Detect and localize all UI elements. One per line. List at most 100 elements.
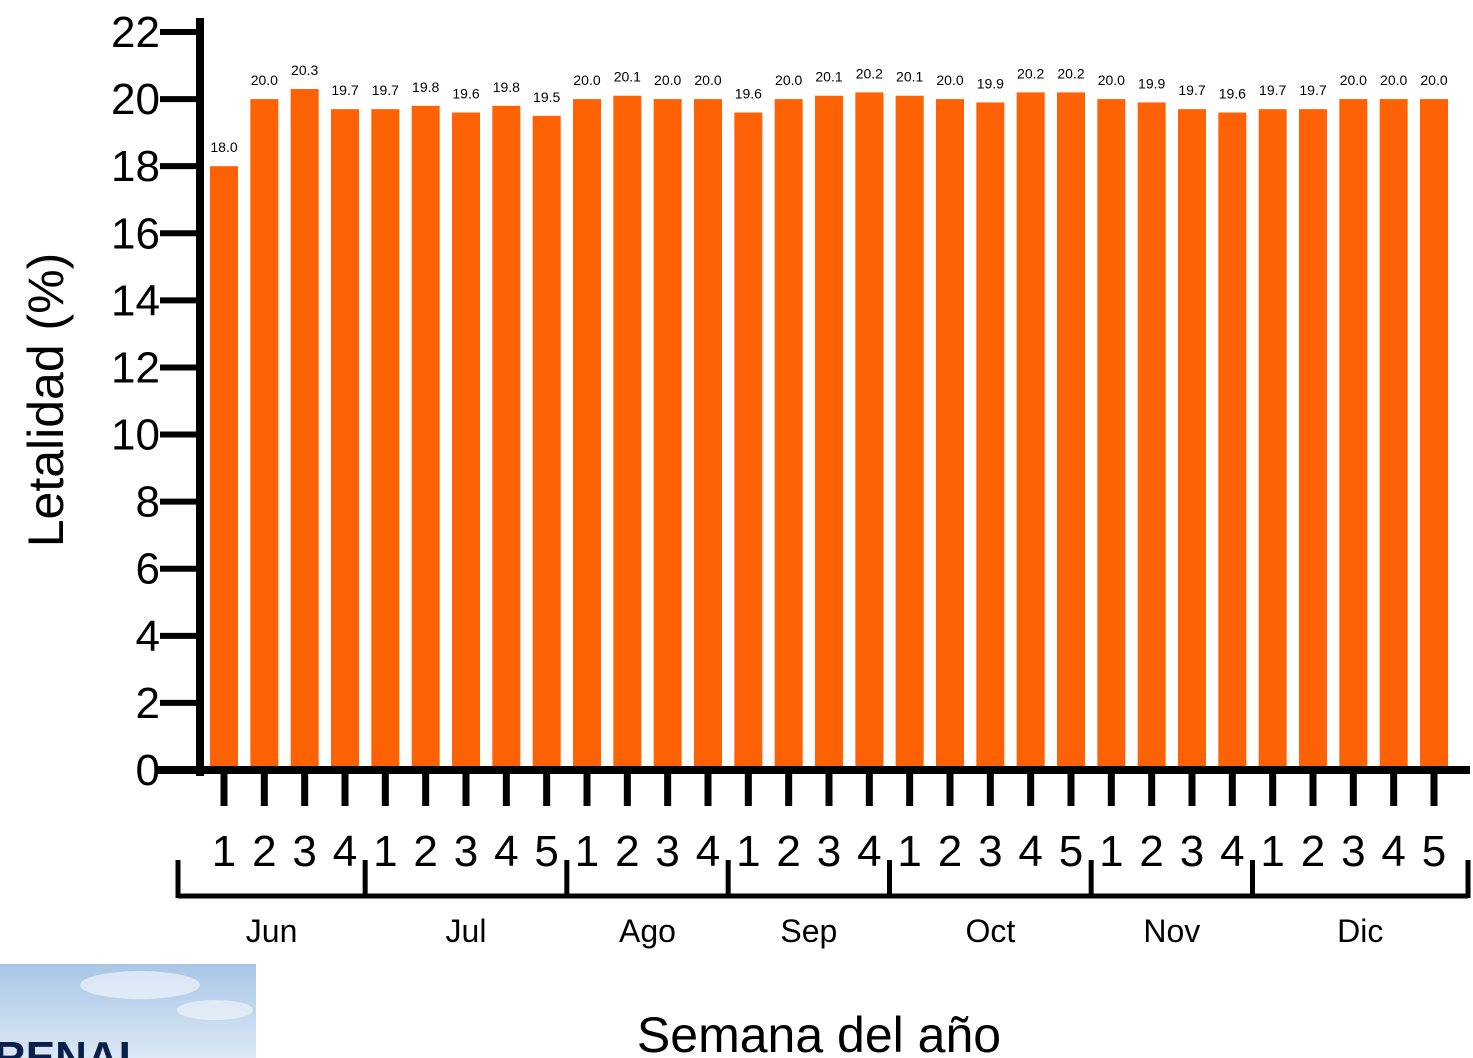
week-label: 2 [776,827,800,876]
data-label: 20.0 [1420,72,1447,88]
data-label: 19.7 [372,82,399,98]
bar [613,95,642,770]
week-label: 2 [615,827,639,876]
data-label: 20.2 [856,65,883,81]
bars [210,89,1448,771]
y-tick-label: 2 [136,679,160,728]
week-label: 4 [1018,827,1042,876]
week-label: 2 [252,827,276,876]
data-label: 19.8 [412,79,439,95]
month-label: Oct [965,913,1015,949]
y-tick-label: 0 [136,746,160,795]
x-axis-title: Semana del año [637,1007,1001,1058]
week-label: 1 [212,827,236,876]
data-label: 20.0 [573,72,600,88]
week-label: 1 [575,827,599,876]
logo-text: RENAL [0,1033,146,1058]
bar [1218,112,1247,770]
data-label: 20.0 [251,72,278,88]
week-label: 3 [655,827,679,876]
week-label: 4 [857,827,881,876]
data-label: 19.9 [1138,75,1165,91]
data-label: 20.0 [1098,72,1125,88]
week-label: 2 [413,827,437,876]
week-label: 3 [1180,827,1204,876]
data-label: 20.1 [815,69,842,85]
y-tick-label: 10 [111,411,160,460]
bar [1178,109,1206,771]
bar [815,95,843,770]
data-label: 18.0 [210,139,237,155]
month-label: Nov [1143,913,1200,949]
bar [411,105,440,771]
month-brackets [175,860,1471,899]
data-label: 19.6 [735,86,762,102]
week-label: 4 [333,827,357,876]
y-tick-label: 22 [111,8,160,57]
month-label: Jul [446,913,487,949]
data-label: 20.0 [1340,72,1367,88]
month-label: Jun [246,913,298,949]
y-tick-label: 16 [111,209,160,258]
bar [532,115,561,770]
data-label: 19.7 [1299,82,1326,98]
bar [774,99,803,770]
bar [1057,92,1085,770]
week-label: 3 [454,827,478,876]
data-label: 20.1 [896,69,923,85]
week-label: 3 [292,827,316,876]
data-label: 20.0 [1380,72,1407,88]
week-label: 4 [494,827,518,876]
week-label: 1 [897,827,921,876]
bar [1137,102,1166,771]
bar [452,112,480,770]
bar [936,99,964,770]
data-label: 19.7 [1178,82,1205,98]
y-tick-label: 14 [111,276,160,325]
week-label: 2 [1301,827,1325,876]
y-axis: 0 2 4 6 8 10 12 14 16 18 20 22 [111,8,204,795]
week-label: 3 [817,827,841,876]
bar [290,89,319,770]
y-axis-title: Letalidad (%) [18,253,74,548]
data-label: 20.0 [936,72,963,88]
bar [492,105,521,771]
y-tick-label: 6 [136,545,160,594]
bar [855,92,884,770]
week-label: 4 [1381,827,1405,876]
week-label: 5 [1422,827,1446,876]
bar [250,99,279,770]
data-label: 19.6 [452,86,479,102]
data-label: 20.0 [654,72,681,88]
bar [1097,99,1126,770]
data-labels: 18.0 20.0 20.3 19.7 19.7 19.8 19.6 19.8 19.5 20.0… [210,62,1447,155]
bar [371,109,400,771]
logo-cloud [177,1000,253,1020]
bar [573,99,601,770]
week-label: 1 [736,827,760,876]
week-label: 5 [1059,827,1083,876]
bar [1339,99,1368,770]
bar [694,99,722,770]
week-label: 1 [1099,827,1123,876]
week-label: 2 [938,827,962,876]
week-label: 3 [1341,827,1365,876]
month-label: Sep [780,913,837,949]
y-tick-label: 8 [136,478,160,527]
data-label: 20.2 [1017,65,1044,81]
y-tick-label: 12 [111,343,160,392]
data-label: 19.8 [493,79,520,95]
data-label: 20.3 [291,62,318,78]
month-label: Ago [619,913,676,949]
data-label: 19.5 [533,89,560,105]
week-label: 1 [1260,827,1284,876]
data-label: 19.6 [1219,86,1246,102]
bar [1420,99,1448,770]
bar [653,99,682,770]
data-label: 20.0 [694,72,721,88]
week-label: 4 [1220,827,1244,876]
bar [210,166,238,770]
data-label: 19.7 [1259,82,1286,98]
